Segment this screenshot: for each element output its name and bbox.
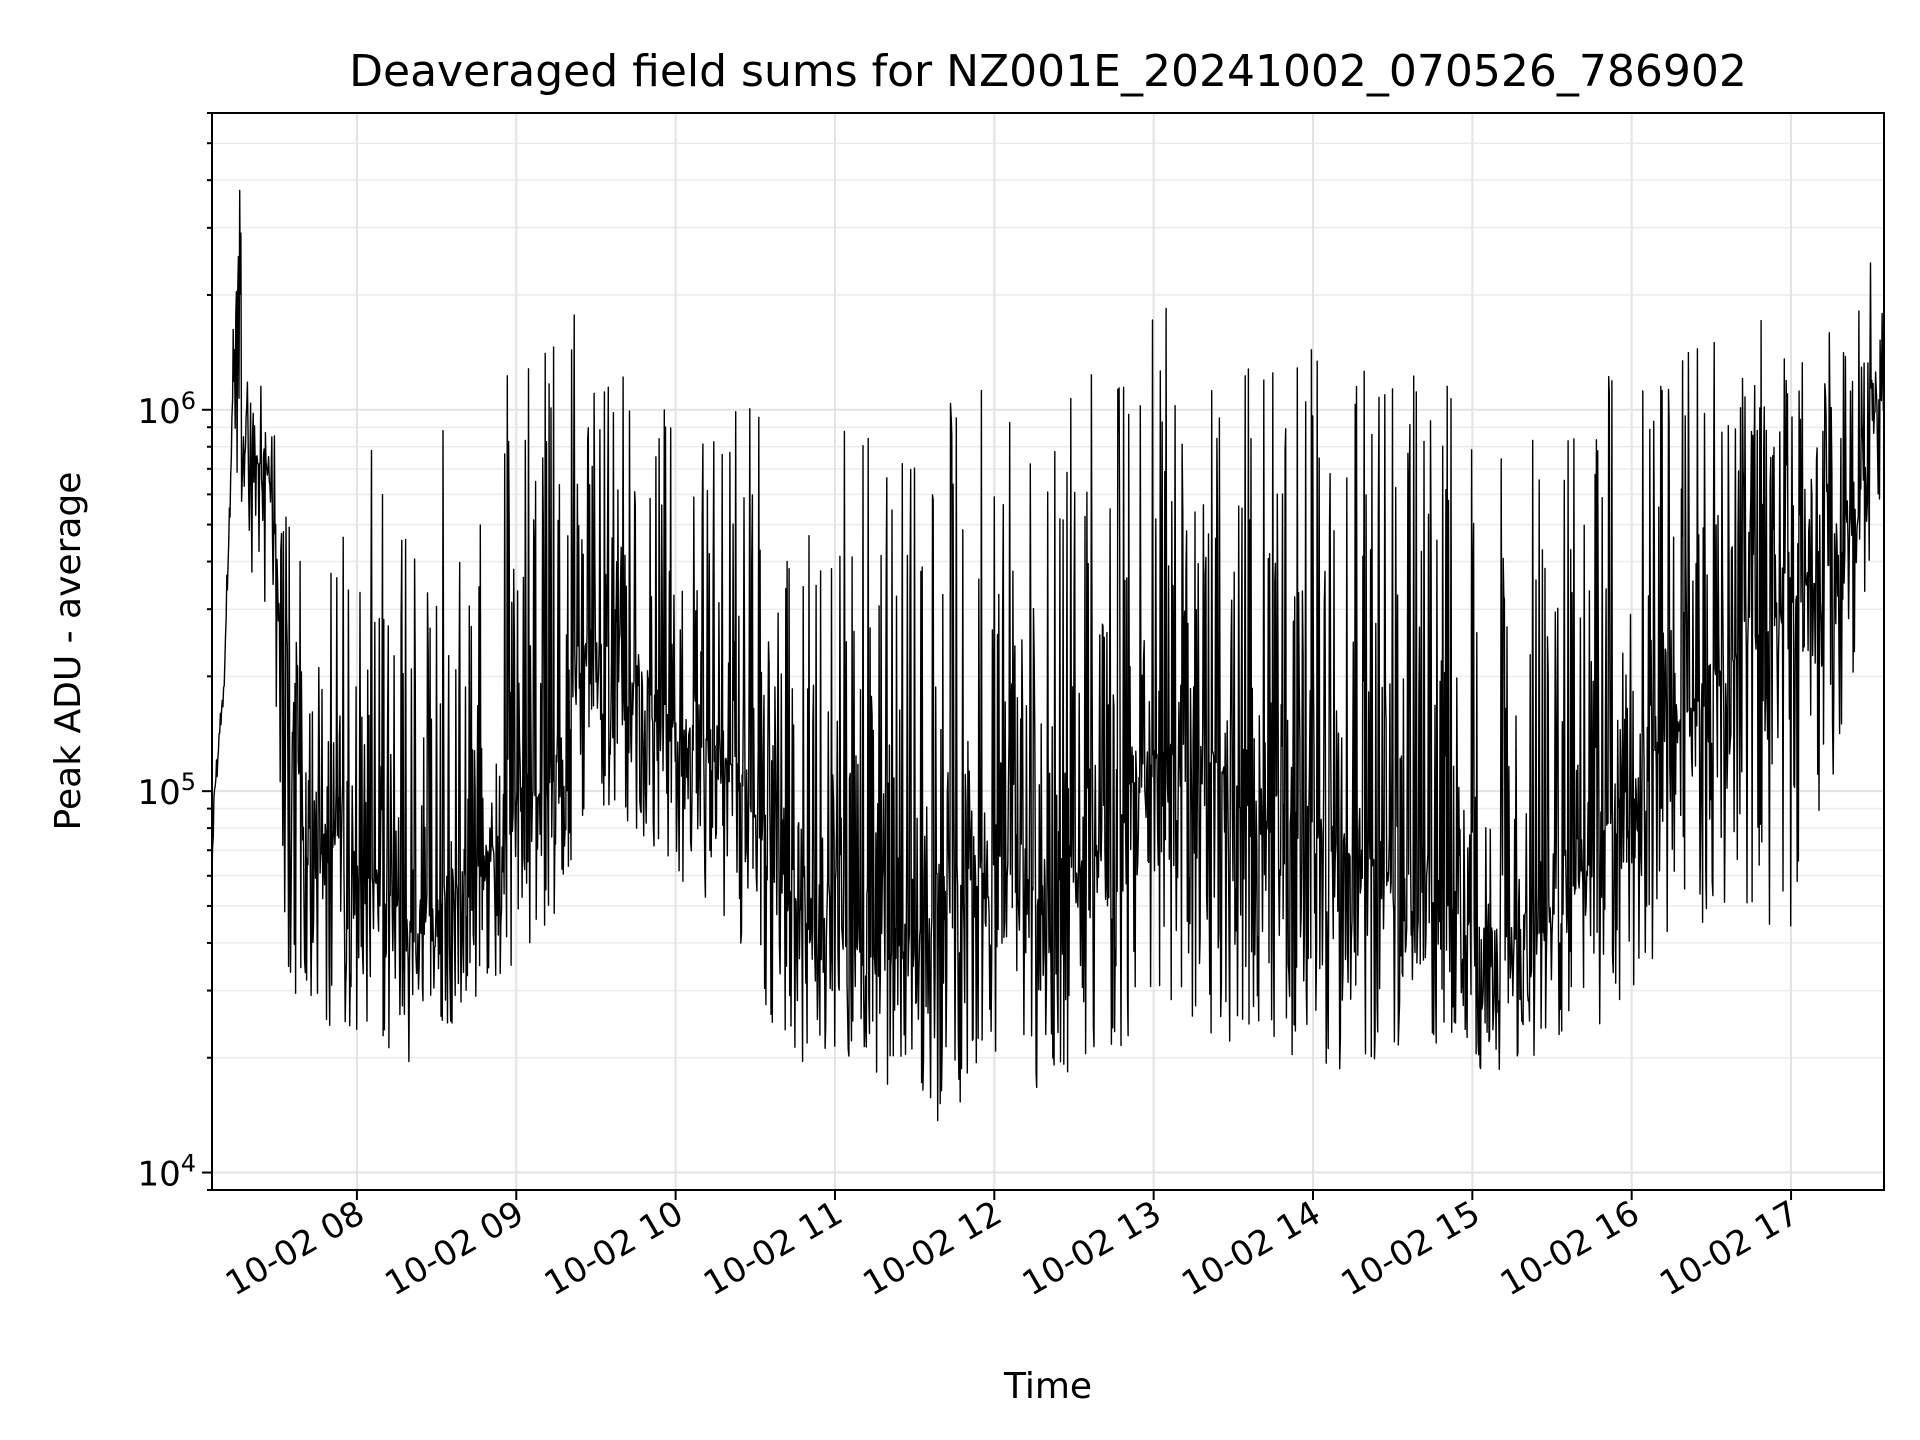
series-layer	[211, 189, 1885, 1122]
x-axis-label: Time	[1003, 1366, 1092, 1407]
chart-title: Deaveraged field sums for NZ001E_2024100…	[349, 46, 1747, 97]
plot-frame	[211, 112, 1885, 1191]
y-tick-label: 106	[137, 387, 196, 432]
y-axis-ticks: 104 105 106	[137, 112, 212, 1195]
y-tick-label: 104	[137, 1150, 196, 1195]
series-line	[211, 189, 1885, 1122]
y-axis-label: Peak ADU - average	[48, 472, 89, 831]
y-tick-label: 105	[137, 768, 196, 813]
